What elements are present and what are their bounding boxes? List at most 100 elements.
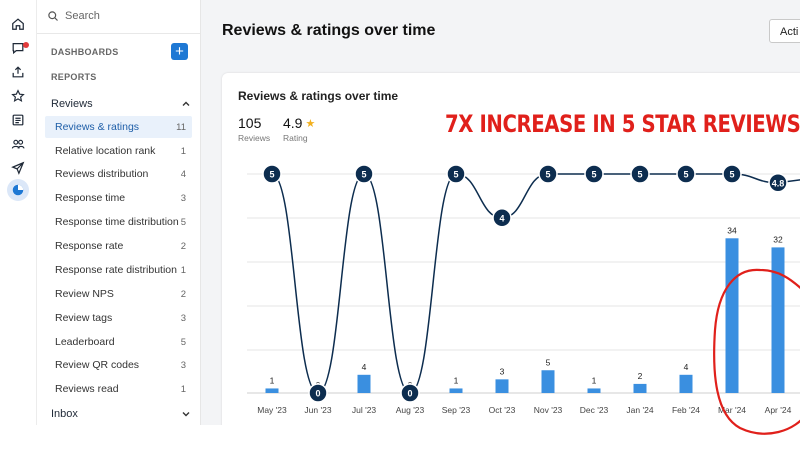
sidebar-item-count: 3: [180, 192, 186, 204]
bar-value-label: 3: [500, 366, 505, 376]
sidebar-item-count: 3: [180, 312, 186, 324]
sidebar-item-count: 11: [176, 121, 186, 133]
bar-value-label: 4: [362, 362, 367, 372]
list-icon[interactable]: [9, 111, 27, 129]
rating-point-label: 5: [729, 170, 734, 180]
inbox-group-toggle[interactable]: Inbox: [51, 408, 191, 420]
rating-point: [262, 164, 282, 184]
rating-point-label: 5: [683, 170, 688, 180]
bar: [725, 238, 739, 393]
sidebar-item-reviews-ratings[interactable]: Reviews & ratings 11: [45, 116, 192, 138]
send-icon[interactable]: [9, 159, 27, 177]
sidebar-item-count: 5: [180, 336, 186, 348]
reviews-label: Reviews: [238, 133, 271, 143]
sidebar-item-reviews-read[interactable]: Reviews read 1: [45, 378, 192, 400]
rating-point-label: 5: [591, 170, 596, 180]
add-dashboard-button[interactable]: +: [171, 43, 188, 60]
upload-icon[interactable]: [9, 63, 27, 81]
rating-point-label: 5: [361, 170, 366, 180]
rating-point: [538, 164, 558, 184]
x-tick-label: May '23: [257, 405, 287, 415]
annotation-headline: 7X INCREASE IN 5 STAR REVIEWS: [445, 110, 800, 138]
sidebar-item-response-rate[interactable]: Response rate 2: [45, 235, 192, 257]
search-box[interactable]: Search: [47, 6, 197, 26]
rating-point-label: 0: [315, 389, 320, 399]
bar-value-label: 34: [727, 225, 737, 235]
sidebar: Search DASHBOARDS + REPORTS Reviews Revi…: [37, 0, 201, 425]
rating-point: [446, 164, 466, 184]
sidebar-item-count: 1: [180, 145, 186, 157]
sidebar-item-label: Response rate: [55, 240, 124, 252]
divider: [37, 33, 200, 34]
home-icon[interactable]: [9, 15, 27, 33]
sidebar-item-response-time-distribution[interactable]: Response time distribution 5: [45, 211, 192, 233]
rating-point-label: 5: [637, 170, 642, 180]
sidebar-item-label: Response rate distribution: [55, 264, 177, 276]
rating-point: [354, 164, 374, 184]
bar: [633, 383, 647, 393]
sidebar-item-response-time[interactable]: Response time 3: [45, 187, 192, 209]
rating-point-label: 4.8: [772, 178, 785, 188]
rating-point-label: 5: [453, 170, 458, 180]
rating-point: [630, 164, 650, 184]
inbox-group-label: Inbox: [51, 408, 78, 420]
rating-line: [271, 173, 800, 394]
notification-dot: [23, 42, 29, 48]
sidebar-item-label: Review QR codes: [55, 359, 140, 371]
sidebar-item-label: Relative location rank: [55, 145, 156, 157]
rating-point-label: 5: [545, 170, 550, 180]
bar-value-label: 1: [270, 375, 275, 385]
reviews-group-toggle[interactable]: Reviews: [51, 98, 191, 110]
x-tick-label: Jan '24: [626, 405, 653, 415]
chevron-up-icon: [182, 101, 190, 106]
bar: [265, 388, 279, 393]
search-input[interactable]: Search: [65, 10, 100, 22]
bar: [679, 374, 693, 393]
reports-heading: REPORTS: [51, 72, 97, 82]
bar: [541, 370, 555, 393]
sidebar-item-review-nps[interactable]: Review NPS 2: [45, 283, 192, 305]
bar: [495, 379, 509, 393]
rating-point: [584, 164, 604, 184]
rating-point: [676, 164, 696, 184]
rating-point-label: 0: [407, 389, 412, 399]
people-icon[interactable]: [9, 135, 27, 153]
sidebar-item-count: 1: [180, 264, 186, 276]
x-tick-label: Mar '24: [718, 405, 746, 415]
sidebar-item-label: Review NPS: [55, 288, 114, 300]
star-icon[interactable]: [9, 87, 27, 105]
actions-button[interactable]: Acti: [769, 19, 800, 43]
x-tick-label: Feb '24: [672, 405, 700, 415]
rating-point: [768, 173, 788, 193]
bar-value-label: 1: [592, 375, 597, 385]
chat-icon[interactable]: [9, 39, 27, 57]
reports-icon[interactable]: [9, 181, 27, 199]
x-tick-label: Dec '23: [580, 405, 609, 415]
bar: [587, 388, 601, 393]
rating-stat: 4.9 ★ Rating: [283, 115, 315, 143]
sidebar-item-relative-location-rank[interactable]: Relative location rank 1: [45, 140, 192, 162]
rating-point: [722, 164, 742, 184]
sidebar-item-label: Reviews & ratings: [55, 121, 140, 133]
reviews-group-label: Reviews: [51, 98, 93, 110]
page-title: Reviews & ratings over time: [222, 22, 436, 39]
sidebar-item-review-qr-codes[interactable]: Review QR codes 3: [45, 354, 192, 376]
bar: [357, 374, 371, 393]
rating-point: [492, 208, 512, 228]
sidebar-item-count: 3: [180, 359, 186, 371]
sidebar-item-leaderboard[interactable]: Leaderboard 5: [45, 331, 192, 353]
x-tick-label: Apr '24: [765, 405, 792, 415]
sidebar-item-count: 1: [180, 383, 186, 395]
sidebar-item-label: Review tags: [55, 312, 113, 324]
sidebar-item-reviews-distribution[interactable]: Reviews distribution 4: [45, 163, 192, 185]
search-icon: [48, 11, 58, 21]
rating-value: 4.9: [283, 115, 303, 131]
rating-point-label: 5: [269, 170, 274, 180]
chart-title: Reviews & ratings over time: [238, 89, 399, 103]
sidebar-item-response-rate-distribution[interactable]: Response rate distribution 1: [45, 259, 192, 281]
x-tick-label: Jul '23: [352, 405, 377, 415]
sidebar-item-count: 2: [180, 288, 186, 300]
chart-card: Reviews & ratings over time 105 Reviews …: [222, 73, 800, 433]
sidebar-item-review-tags[interactable]: Review tags 3: [45, 307, 192, 329]
sidebar-item-label: Reviews distribution: [55, 168, 149, 180]
